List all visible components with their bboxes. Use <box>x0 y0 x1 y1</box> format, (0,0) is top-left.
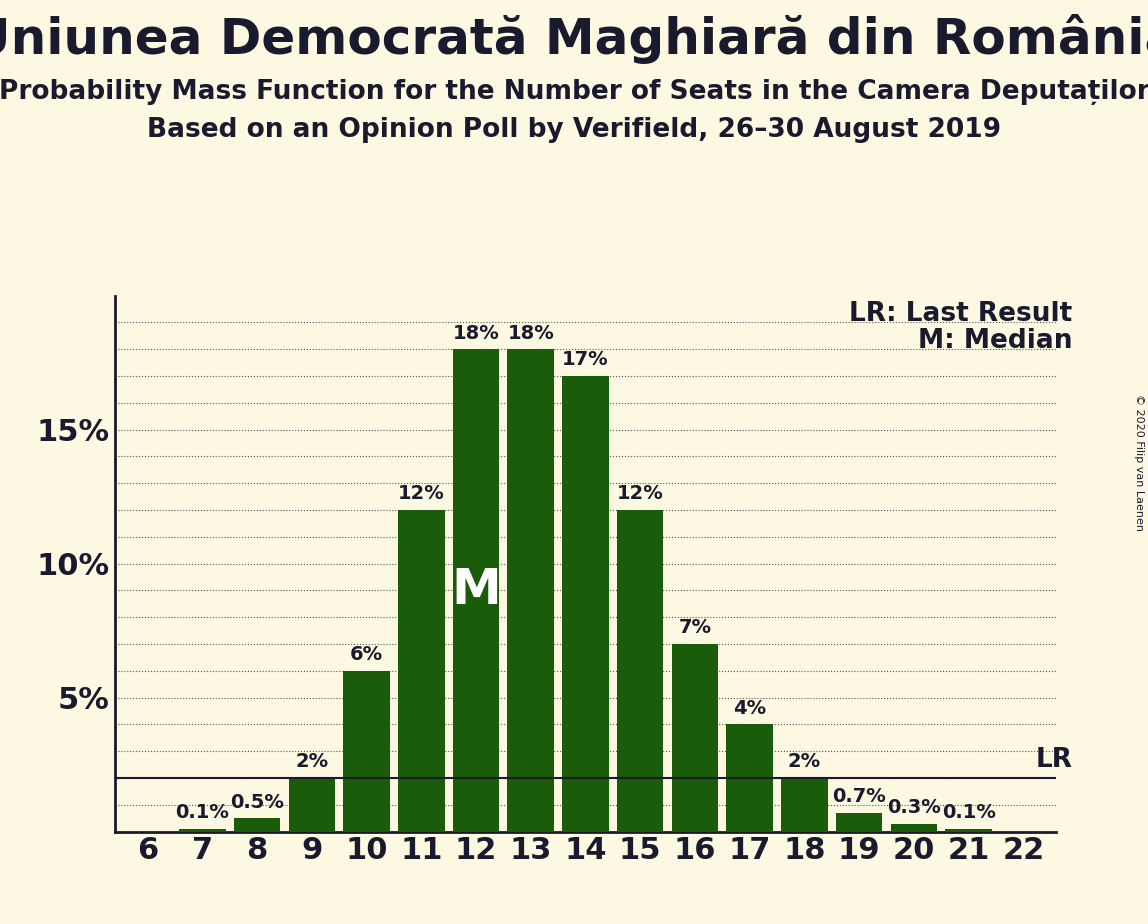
Bar <box>234 819 280 832</box>
Bar <box>672 644 719 832</box>
Bar <box>507 349 554 832</box>
Bar <box>781 778 828 832</box>
Text: M: Median: M: Median <box>918 328 1072 354</box>
Bar <box>945 829 992 832</box>
Bar <box>891 823 937 832</box>
Bar <box>452 349 499 832</box>
Bar <box>179 829 226 832</box>
Bar <box>836 813 883 832</box>
Text: LR: Last Result: LR: Last Result <box>850 301 1072 327</box>
Text: 2%: 2% <box>295 752 328 772</box>
Text: 18%: 18% <box>452 323 499 343</box>
Text: 2%: 2% <box>788 752 821 772</box>
Text: © 2020 Filip van Laenen: © 2020 Filip van Laenen <box>1134 394 1143 530</box>
Text: 6%: 6% <box>350 645 383 664</box>
Text: 0.3%: 0.3% <box>887 797 940 817</box>
Bar <box>563 376 608 832</box>
Text: 12%: 12% <box>616 484 664 504</box>
Text: Uniunea Democrată Maghiară din România: Uniunea Democrată Maghiară din România <box>0 14 1148 64</box>
Text: 0.1%: 0.1% <box>941 803 995 822</box>
Text: 17%: 17% <box>563 350 608 370</box>
Text: Based on an Opinion Poll by Verifield, 26–30 August 2019: Based on an Opinion Poll by Verifield, 2… <box>147 117 1001 143</box>
Text: 0.7%: 0.7% <box>832 787 886 806</box>
Text: 12%: 12% <box>398 484 444 504</box>
Bar <box>398 510 444 832</box>
Text: 7%: 7% <box>678 618 712 638</box>
Bar <box>288 778 335 832</box>
Bar <box>616 510 664 832</box>
Text: 18%: 18% <box>507 323 554 343</box>
Text: Probability Mass Function for the Number of Seats in the Camera Deputaților: Probability Mass Function for the Number… <box>0 79 1148 104</box>
Text: LR: LR <box>1035 747 1072 772</box>
Text: 4%: 4% <box>734 699 766 718</box>
Text: 0.1%: 0.1% <box>176 803 230 822</box>
Text: M: M <box>451 566 501 614</box>
Bar <box>727 724 773 832</box>
Text: 0.5%: 0.5% <box>230 793 284 811</box>
Bar <box>343 671 390 832</box>
